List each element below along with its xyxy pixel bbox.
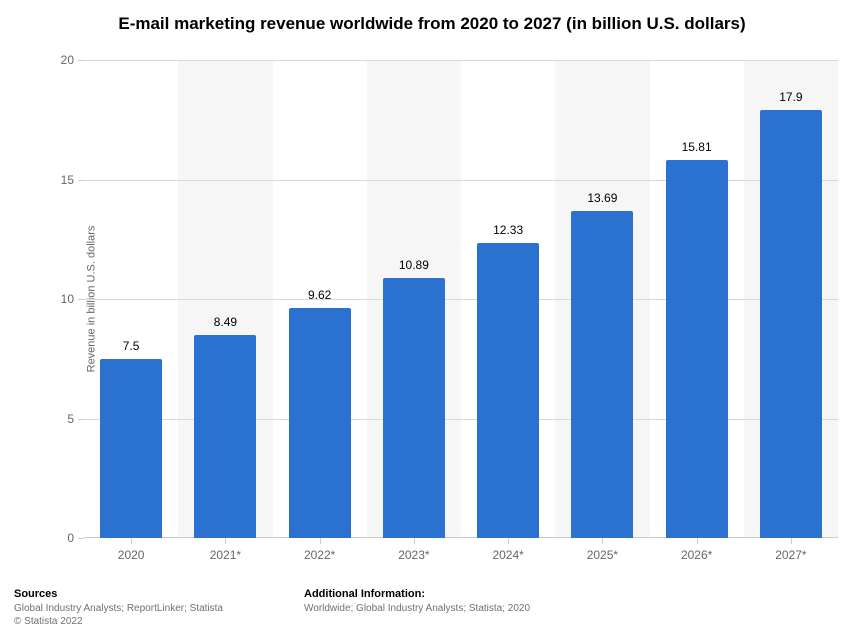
bar (100, 359, 162, 538)
bar-value-label: 9.62 (308, 288, 331, 302)
x-tick-label: 2026* (681, 538, 712, 562)
x-tick-label: 2023* (398, 538, 429, 562)
x-tick-label: 2020 (118, 538, 145, 562)
bar (289, 308, 351, 538)
chart-title: E-mail marketing revenue worldwide from … (0, 0, 864, 44)
bar (760, 110, 822, 538)
bar-value-label: 7.5 (123, 339, 140, 353)
footer-sources-line1: Global Industry Analysts; ReportLinker; … (14, 602, 284, 615)
x-tick-label: 2024* (492, 538, 523, 562)
y-tick-label: 10 (61, 292, 84, 306)
footer-sources-line2: © Statista 2022 (14, 615, 284, 628)
x-tick-label: 2021* (210, 538, 241, 562)
y-tick-label: 20 (61, 53, 84, 67)
chart-footer: Sources Global Industry Analysts; Report… (14, 588, 850, 628)
bar-value-label: 17.9 (779, 90, 802, 104)
bar-value-label: 12.33 (493, 223, 523, 237)
y-grid-line (84, 60, 838, 61)
chart-container: E-mail marketing revenue worldwide from … (0, 0, 864, 642)
bar-value-label: 8.49 (214, 315, 237, 329)
x-tick-label: 2022* (304, 538, 335, 562)
bar (194, 335, 256, 538)
bar (666, 160, 728, 538)
bar-value-label: 13.69 (587, 191, 617, 205)
x-tick-label: 2027* (775, 538, 806, 562)
bar-value-label: 15.81 (682, 140, 712, 154)
bar (571, 211, 633, 538)
footer-sources-heading: Sources (14, 588, 284, 600)
y-tick-label: 0 (67, 531, 84, 545)
footer-info-line: Worldwide; Global Industry Analysts; Sta… (304, 602, 574, 615)
plot-area: Revenue in billion U.S. dollars 05101520… (84, 60, 838, 538)
y-tick-label: 15 (61, 173, 84, 187)
footer-sources: Sources Global Industry Analysts; Report… (14, 588, 304, 628)
y-tick-label: 5 (67, 412, 84, 426)
footer-info-heading: Additional Information: (304, 588, 574, 600)
bar (383, 278, 445, 538)
x-tick-label: 2025* (587, 538, 618, 562)
bar-value-label: 10.89 (399, 258, 429, 272)
footer-additional-info: Additional Information: Worldwide; Globa… (304, 588, 594, 628)
bar (477, 243, 539, 538)
